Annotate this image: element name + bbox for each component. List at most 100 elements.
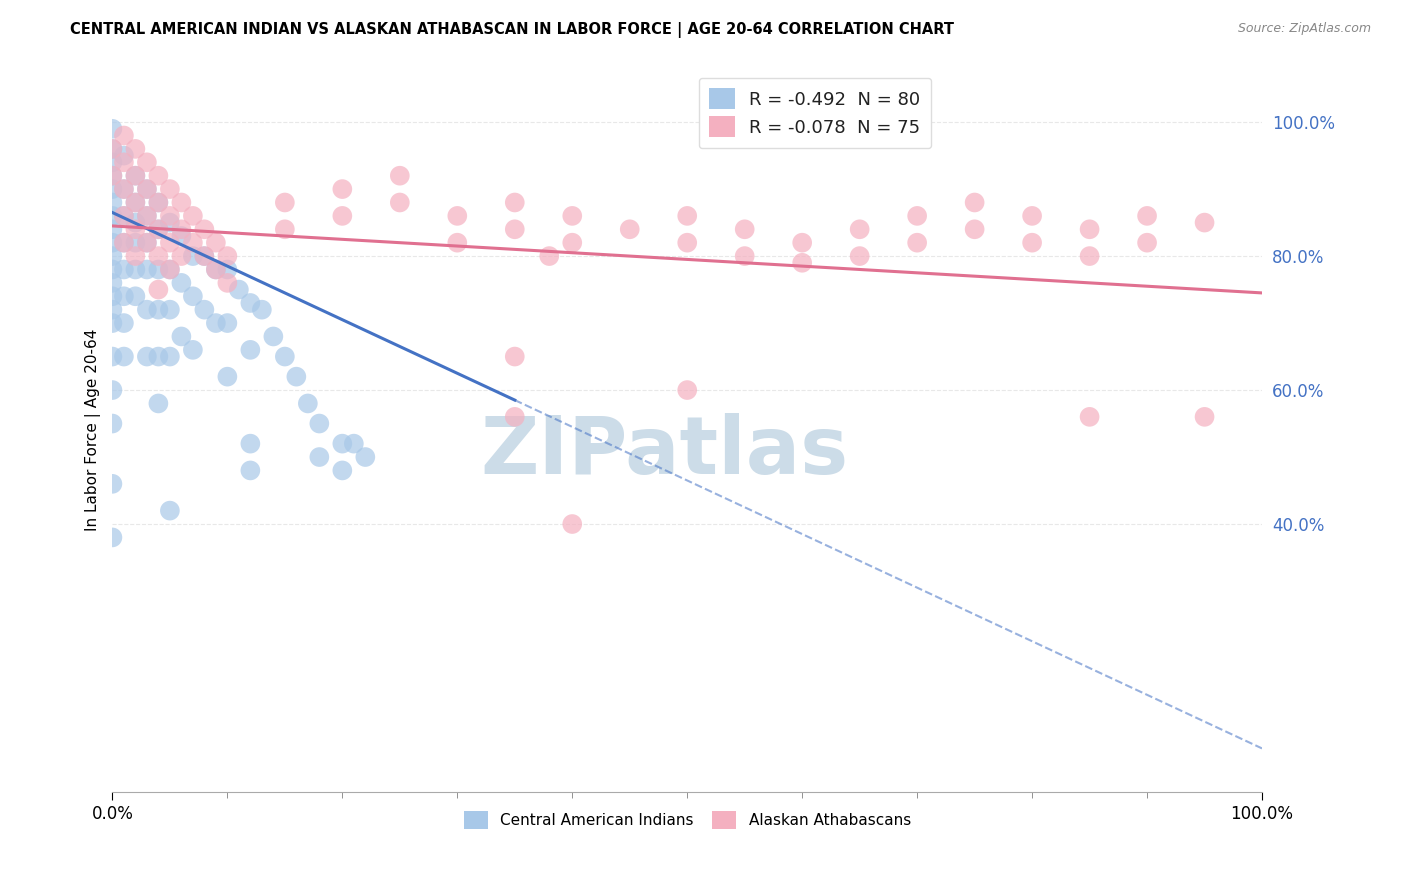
Point <box>446 235 468 250</box>
Point <box>1021 209 1043 223</box>
Point <box>101 417 124 431</box>
Point <box>792 235 814 250</box>
Point <box>561 235 583 250</box>
Point <box>1078 409 1101 424</box>
Point <box>101 249 124 263</box>
Point <box>170 222 193 236</box>
Point <box>239 343 262 357</box>
Point <box>124 142 146 156</box>
Point <box>112 262 135 277</box>
Point <box>193 222 215 236</box>
Point <box>148 222 170 236</box>
Point <box>297 396 319 410</box>
Point <box>101 222 124 236</box>
Point <box>343 436 366 450</box>
Point <box>101 155 124 169</box>
Point <box>135 209 157 223</box>
Point <box>124 169 146 183</box>
Point <box>101 169 124 183</box>
Point <box>193 249 215 263</box>
Point <box>148 302 170 317</box>
Point <box>217 369 239 384</box>
Point <box>388 169 411 183</box>
Point <box>101 383 124 397</box>
Point <box>124 216 146 230</box>
Point <box>124 235 146 250</box>
Point <box>112 148 135 162</box>
Point <box>101 316 124 330</box>
Point <box>101 302 124 317</box>
Point <box>101 142 124 156</box>
Point <box>205 235 228 250</box>
Point <box>101 169 124 183</box>
Point <box>148 195 170 210</box>
Point <box>101 476 124 491</box>
Point <box>217 316 239 330</box>
Point <box>905 209 928 223</box>
Point <box>124 195 146 210</box>
Point <box>734 222 756 236</box>
Point <box>101 195 124 210</box>
Point <box>792 256 814 270</box>
Point <box>124 249 146 263</box>
Point <box>101 262 124 277</box>
Point <box>181 235 204 250</box>
Point <box>135 235 157 250</box>
Point <box>963 222 986 236</box>
Point <box>205 262 228 277</box>
Point <box>285 369 308 384</box>
Point <box>135 235 157 250</box>
Point <box>619 222 641 236</box>
Point <box>308 417 330 431</box>
Point <box>112 350 135 364</box>
Point <box>159 503 181 517</box>
Point <box>159 209 181 223</box>
Point <box>148 249 170 263</box>
Point <box>112 182 135 196</box>
Point <box>112 182 135 196</box>
Point <box>112 128 135 143</box>
Point <box>135 350 157 364</box>
Point <box>159 182 181 196</box>
Point <box>274 222 297 236</box>
Point <box>112 235 135 250</box>
Point <box>205 262 228 277</box>
Text: CENTRAL AMERICAN INDIAN VS ALASKAN ATHABASCAN IN LABOR FORCE | AGE 20-64 CORRELA: CENTRAL AMERICAN INDIAN VS ALASKAN ATHAB… <box>70 22 955 38</box>
Point <box>239 463 262 477</box>
Point <box>124 289 146 303</box>
Point <box>159 262 181 277</box>
Point <box>330 209 353 223</box>
Point <box>250 302 273 317</box>
Point <box>1136 209 1159 223</box>
Point <box>112 316 135 330</box>
Point <box>170 329 193 343</box>
Point <box>148 195 170 210</box>
Point <box>1194 216 1216 230</box>
Text: ZIPatlas: ZIPatlas <box>479 413 848 491</box>
Point <box>159 350 181 364</box>
Point <box>561 516 583 531</box>
Point <box>101 350 124 364</box>
Point <box>159 302 181 317</box>
Point <box>330 436 353 450</box>
Point <box>963 195 986 210</box>
Point <box>181 343 204 357</box>
Point <box>503 195 526 210</box>
Point <box>676 383 699 397</box>
Point <box>112 289 135 303</box>
Point <box>135 302 157 317</box>
Point <box>503 350 526 364</box>
Point <box>148 350 170 364</box>
Point <box>274 350 297 364</box>
Point <box>124 262 146 277</box>
Point <box>148 169 170 183</box>
Point <box>101 235 124 250</box>
Point <box>848 222 870 236</box>
Point <box>159 216 181 230</box>
Point <box>124 169 146 183</box>
Point <box>734 249 756 263</box>
Point <box>217 262 239 277</box>
Point <box>676 209 699 223</box>
Point <box>503 409 526 424</box>
Point <box>217 276 239 290</box>
